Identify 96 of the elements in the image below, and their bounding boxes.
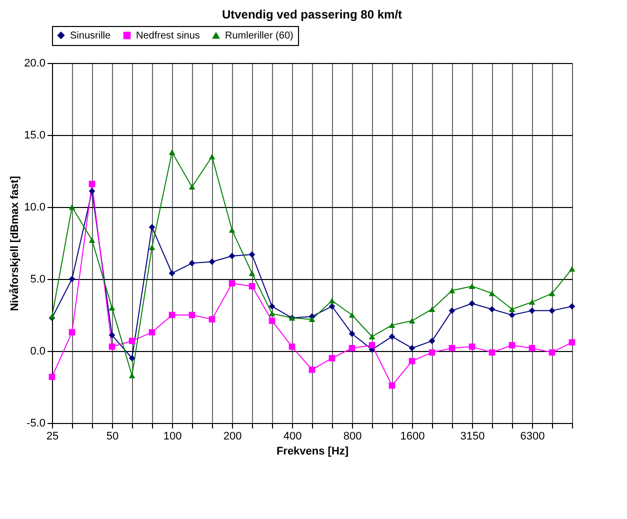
y-tick-label: -5.0 [26, 418, 46, 430]
point [408, 344, 416, 352]
point [268, 310, 276, 316]
point [208, 316, 216, 322]
point [408, 358, 416, 364]
point [568, 303, 576, 310]
point [248, 251, 256, 258]
x-tick-label: 3150 [460, 430, 485, 442]
point [288, 344, 296, 350]
point [168, 150, 176, 156]
point [528, 308, 536, 314]
point [388, 382, 396, 389]
point [568, 266, 576, 272]
x-axis-title: Frekvens [Hz] [276, 446, 349, 458]
x-tick-label: 400 [283, 430, 302, 442]
x-tick-label: 6300 [520, 430, 545, 442]
point [448, 344, 456, 352]
point [348, 330, 356, 337]
point [248, 283, 256, 290]
point [488, 349, 496, 356]
point [88, 237, 96, 243]
point [548, 290, 556, 296]
x-tick-label: 200 [223, 430, 242, 442]
point [88, 188, 96, 194]
point [248, 270, 256, 276]
point [368, 334, 376, 340]
legend-label: Rumleriller (60) [225, 30, 294, 42]
point [388, 333, 396, 340]
point [128, 372, 136, 378]
point [428, 338, 436, 344]
y-tick-label: 5.0 [30, 274, 46, 286]
point [48, 374, 56, 380]
point [108, 305, 116, 311]
point [148, 329, 156, 336]
point [188, 184, 196, 190]
point [68, 276, 76, 282]
point [68, 204, 76, 210]
x-tick-label: 50 [106, 430, 119, 442]
x-tick-label: 800 [343, 430, 362, 442]
point [128, 355, 136, 362]
point [68, 329, 76, 336]
y-tick-label: 15.0 [24, 130, 46, 142]
point [128, 338, 136, 344]
point [228, 280, 236, 286]
point [328, 298, 336, 304]
point [328, 303, 336, 310]
point [188, 260, 196, 266]
point [268, 303, 276, 310]
point [108, 332, 116, 338]
chart-title: Utvendig ved passering 80 km/t [222, 8, 402, 22]
point [228, 252, 236, 260]
point [508, 312, 516, 318]
point [348, 344, 356, 352]
y-axis-title: Nivåforskjell [dBmax fast] [8, 176, 22, 312]
point [228, 227, 236, 233]
y-tick-label: 20.0 [24, 58, 46, 70]
point [168, 270, 176, 276]
y-tick-label: 0.0 [30, 346, 46, 358]
x-tick-label: 1600 [400, 430, 425, 442]
point [408, 318, 416, 324]
point [548, 308, 556, 314]
point [528, 344, 536, 352]
point [388, 322, 396, 328]
point [328, 355, 336, 362]
y-tick-label: 10.0 [24, 202, 46, 214]
point [468, 300, 476, 307]
point [428, 306, 436, 312]
point [348, 312, 356, 318]
legend-label: Sinusrille [70, 30, 112, 42]
point [368, 342, 376, 348]
point [468, 283, 476, 289]
point [468, 344, 476, 350]
point [528, 299, 536, 305]
point [148, 224, 156, 230]
point [488, 306, 496, 312]
point [88, 180, 96, 188]
point [108, 344, 116, 350]
point [568, 339, 576, 346]
point [148, 244, 156, 250]
point [308, 316, 316, 322]
point [448, 308, 456, 314]
point [208, 258, 216, 265]
point [508, 342, 516, 348]
point [308, 366, 316, 373]
x-tick-label: 100 [163, 430, 182, 442]
point [448, 288, 456, 294]
point [508, 306, 516, 312]
legend-label: Nedfrest sinus [136, 30, 200, 42]
point [208, 154, 216, 160]
x-tick-label: 25 [46, 430, 59, 442]
point [548, 349, 556, 356]
point [168, 312, 176, 318]
point [268, 318, 276, 324]
point [488, 290, 496, 296]
point [188, 312, 196, 318]
point [428, 349, 436, 356]
